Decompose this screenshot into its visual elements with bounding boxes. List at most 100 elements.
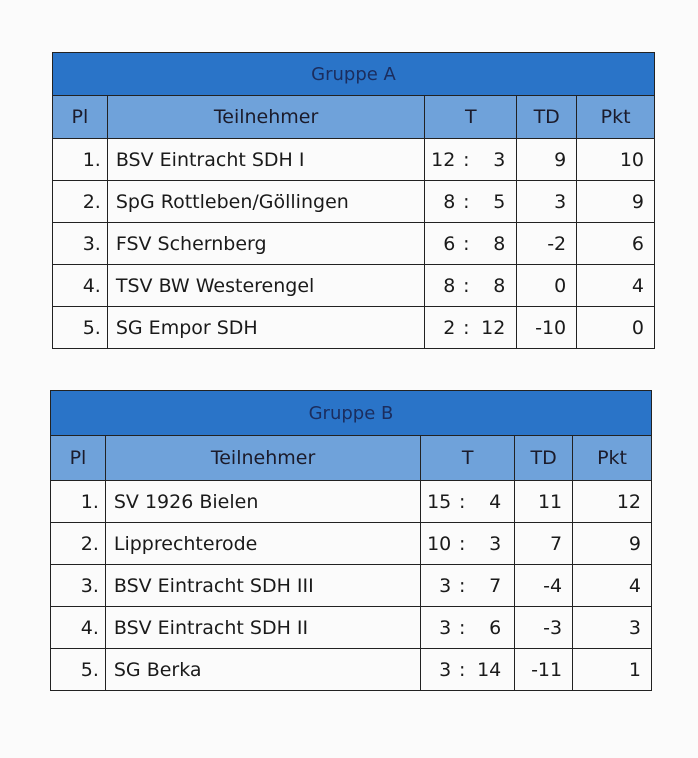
team-name: TSV BW Westerengel xyxy=(106,264,426,307)
team-name: Lipprechterode xyxy=(104,522,422,565)
score: 6:8 xyxy=(424,222,518,265)
group-title: Gruppe B xyxy=(50,390,652,436)
goals-for: 10 xyxy=(427,532,452,555)
place: 3. xyxy=(52,222,108,265)
goals-for: 3 xyxy=(439,616,452,639)
place: 1. xyxy=(50,480,106,523)
header-t: T xyxy=(420,435,516,481)
score-separator: : xyxy=(463,148,470,171)
team-name: BSV Eintracht SDH I xyxy=(106,138,426,181)
place: 4. xyxy=(50,606,106,649)
goal-difference: 7 xyxy=(514,522,574,565)
goals-for: 6 xyxy=(443,232,456,255)
score: 12:3 xyxy=(424,138,518,181)
points: 6 xyxy=(576,222,655,265)
table-row: 3. FSV Schernberg 6:8 -2 6 xyxy=(52,222,655,265)
place: 5. xyxy=(52,306,108,349)
score-separator: : xyxy=(459,490,466,513)
goal-difference: -2 xyxy=(516,222,578,265)
score-separator: : xyxy=(459,658,466,681)
points: 3 xyxy=(572,606,652,649)
goals-for: 8 xyxy=(443,274,456,297)
goals-for: 15 xyxy=(427,490,452,513)
score-separator: : xyxy=(459,574,466,597)
score: 10:3 xyxy=(420,522,516,565)
table-row: 1. BSV Eintracht SDH I 12:3 9 10 xyxy=(52,138,655,181)
header-td: TD xyxy=(514,435,574,481)
table-row: 4. TSV BW Westerengel 8:8 0 4 xyxy=(52,264,655,307)
place: 4. xyxy=(52,264,108,307)
points: 12 xyxy=(572,480,652,523)
goals-for: 2 xyxy=(443,316,456,339)
group-b-table: Gruppe B Pl Teilnehmer T TD Pkt 1. SV 192… xyxy=(50,390,652,691)
team-name: FSV Schernberg xyxy=(106,222,426,265)
header-pkt: Pkt xyxy=(572,435,652,481)
header-t: T xyxy=(424,95,518,139)
score: 15:4 xyxy=(420,480,516,523)
points: 9 xyxy=(576,180,655,223)
goals-for: 12 xyxy=(431,148,456,171)
goals-against: 3 xyxy=(489,532,502,555)
goals-for: 8 xyxy=(443,190,456,213)
table-row: 3. BSV Eintracht SDH III 3:7 -4 4 xyxy=(50,564,652,607)
team-name: SpG Rottleben/Göllingen xyxy=(106,180,426,223)
table-row: 4. BSV Eintracht SDH II 3:6 -3 3 xyxy=(50,606,652,649)
place: 3. xyxy=(50,564,106,607)
table-row: 2. SpG Rottleben/Göllingen 8:5 3 9 xyxy=(52,180,655,223)
table-row: 1. SV 1926 Bielen 15:4 11 12 xyxy=(50,480,652,523)
goals-against: 8 xyxy=(493,232,506,255)
group-title: Gruppe A xyxy=(52,52,655,96)
header-pl: Pl xyxy=(52,95,108,139)
header-name: Teilnehmer xyxy=(104,435,422,481)
score-separator: : xyxy=(463,190,470,213)
goals-against: 12 xyxy=(481,316,506,339)
score-separator: : xyxy=(463,316,470,339)
score-separator: : xyxy=(459,532,466,555)
team-name: BSV Eintracht SDH III xyxy=(104,564,422,607)
goals-against: 7 xyxy=(489,574,502,597)
table-row: 2. Lipprechterode 10:3 7 9 xyxy=(50,522,652,565)
goal-difference: -3 xyxy=(514,606,574,649)
points: 10 xyxy=(576,138,655,181)
score-separator: : xyxy=(459,616,466,639)
team-name: SG Empor SDH xyxy=(106,306,426,349)
score: 3:14 xyxy=(420,648,516,691)
goal-difference: 0 xyxy=(516,264,578,307)
goals-against: 6 xyxy=(489,616,502,639)
table-row: 5. SG Berka 3:14 -11 1 xyxy=(50,648,652,691)
points: 1 xyxy=(572,648,652,691)
group-a-table: Gruppe A Pl Teilnehmer T TD Pkt 1. BSV Ei… xyxy=(52,52,655,349)
score: 3:6 xyxy=(420,606,516,649)
place: 1. xyxy=(52,138,108,181)
goals-for: 3 xyxy=(439,574,452,597)
team-name: SV 1926 Bielen xyxy=(104,480,422,523)
score: 2:12 xyxy=(424,306,518,349)
points: 0 xyxy=(576,306,655,349)
goal-difference: 11 xyxy=(514,480,574,523)
goal-difference: -4 xyxy=(514,564,574,607)
place: 5. xyxy=(50,648,106,691)
points: 4 xyxy=(572,564,652,607)
goals-against: 14 xyxy=(477,658,502,681)
points: 4 xyxy=(576,264,655,307)
header-pl: Pl xyxy=(50,435,106,481)
score: 8:8 xyxy=(424,264,518,307)
score: 3:7 xyxy=(420,564,516,607)
team-name: SG Berka xyxy=(104,648,422,691)
place: 2. xyxy=(52,180,108,223)
goals-against: 8 xyxy=(493,274,506,297)
goals-against: 4 xyxy=(489,490,502,513)
goals-against: 5 xyxy=(493,190,506,213)
goal-difference: -11 xyxy=(514,648,574,691)
table-row: 5. SG Empor SDH 2:12 -10 0 xyxy=(52,306,655,349)
header-pkt: Pkt xyxy=(576,95,655,139)
header-name: Teilnehmer xyxy=(106,95,426,139)
goal-difference: 9 xyxy=(516,138,578,181)
goals-against: 3 xyxy=(493,148,506,171)
goals-for: 3 xyxy=(439,658,452,681)
goal-difference: -10 xyxy=(516,306,578,349)
team-name: BSV Eintracht SDH II xyxy=(104,606,422,649)
points: 9 xyxy=(572,522,652,565)
score-separator: : xyxy=(463,232,470,255)
header-td: TD xyxy=(516,95,578,139)
